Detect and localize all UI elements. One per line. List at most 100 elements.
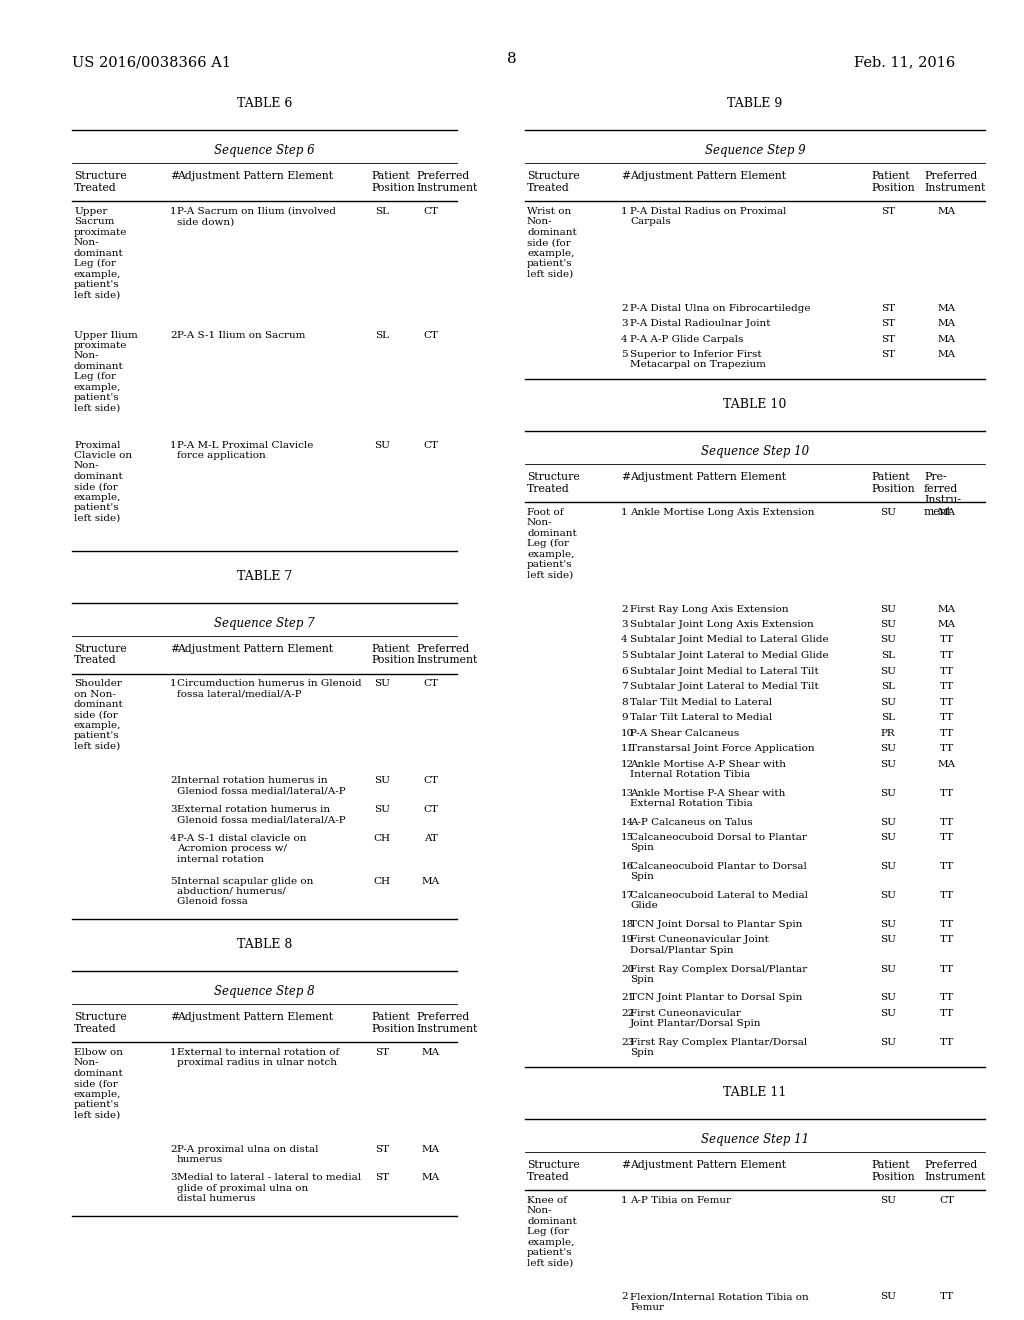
Text: 18: 18 <box>621 920 634 929</box>
Text: MA: MA <box>938 207 956 216</box>
Text: MA: MA <box>938 620 956 630</box>
Text: 2: 2 <box>170 330 176 339</box>
Text: 1: 1 <box>170 680 176 689</box>
Text: TT: TT <box>940 651 954 660</box>
Text: #: # <box>621 1160 630 1170</box>
Text: Elbow on
Non-
dominant
side (for
example,
patient's
left side): Elbow on Non- dominant side (for example… <box>74 1048 124 1119</box>
Text: Preferred
Instrument: Preferred Instrument <box>416 172 477 193</box>
Text: MA: MA <box>938 759 956 768</box>
Text: Superior to Inferior First
Metacarpal on Trapezium: Superior to Inferior First Metacarpal on… <box>630 350 766 370</box>
Text: MA: MA <box>422 876 440 886</box>
Text: 22: 22 <box>621 1008 634 1018</box>
Text: Subtalar Joint Lateral to Medial Glide: Subtalar Joint Lateral to Medial Glide <box>630 651 828 660</box>
Text: Sequence Step 10: Sequence Step 10 <box>701 445 809 458</box>
Text: Structure
Treated: Structure Treated <box>527 172 580 193</box>
Text: US 2016/0038366 A1: US 2016/0038366 A1 <box>72 55 231 69</box>
Text: Adjustment Pattern Element: Adjustment Pattern Element <box>630 1160 786 1170</box>
Text: SU: SU <box>880 1038 896 1047</box>
Text: First Ray Complex Plantar/Dorsal
Spin: First Ray Complex Plantar/Dorsal Spin <box>630 1038 807 1057</box>
Text: 4: 4 <box>170 834 176 843</box>
Text: TCN Joint Dorsal to Plantar Spin: TCN Joint Dorsal to Plantar Spin <box>630 920 803 929</box>
Text: CH: CH <box>374 834 390 843</box>
Text: #: # <box>621 172 630 181</box>
Text: P-A S-1 distal clavicle on
Acromion process w/
internal rotation: P-A S-1 distal clavicle on Acromion proc… <box>177 834 306 863</box>
Text: SU: SU <box>880 862 896 871</box>
Text: ST: ST <box>375 1144 389 1154</box>
Text: Patient
Position: Patient Position <box>371 1012 415 1034</box>
Text: Adjustment Pattern Element: Adjustment Pattern Element <box>177 644 333 653</box>
Text: 21: 21 <box>621 994 634 1002</box>
Text: 10: 10 <box>621 729 634 738</box>
Text: Ankle Mortise Long Axis Extension: Ankle Mortise Long Axis Extension <box>630 508 814 517</box>
Text: Subtalar Joint Long Axis Extension: Subtalar Joint Long Axis Extension <box>630 620 814 630</box>
Text: SU: SU <box>880 620 896 630</box>
Text: 11: 11 <box>621 744 634 752</box>
Text: Structure
Treated: Structure Treated <box>74 1012 127 1034</box>
Text: 9: 9 <box>621 713 628 722</box>
Text: 5: 5 <box>170 876 176 886</box>
Text: 5: 5 <box>621 651 628 660</box>
Text: Internal scapular glide on
abduction/ humerus/
Glenoid fossa: Internal scapular glide on abduction/ hu… <box>177 876 313 907</box>
Text: Patient
Position: Patient Position <box>871 172 914 193</box>
Text: SL: SL <box>881 682 895 690</box>
Text: 7: 7 <box>621 682 628 690</box>
Text: 4: 4 <box>621 635 628 644</box>
Text: Medial to lateral - lateral to medial
glide of proximal ulna on
distal humerus: Medial to lateral - lateral to medial gl… <box>177 1173 361 1204</box>
Text: TT: TT <box>940 729 954 738</box>
Text: ST: ST <box>881 304 895 313</box>
Text: SU: SU <box>880 920 896 929</box>
Text: SL: SL <box>881 713 895 722</box>
Text: TT: TT <box>940 1038 954 1047</box>
Text: MA: MA <box>422 1144 440 1154</box>
Text: Structure
Treated: Structure Treated <box>527 473 580 494</box>
Text: SU: SU <box>880 817 896 826</box>
Text: Feb. 11, 2016: Feb. 11, 2016 <box>854 55 955 69</box>
Text: MA: MA <box>422 1173 440 1183</box>
Text: SU: SU <box>880 667 896 676</box>
Text: TT: TT <box>940 744 954 752</box>
Text: A-P Tibia on Femur: A-P Tibia on Femur <box>630 1196 731 1205</box>
Text: Foot of
Non-
dominant
Leg (for
example,
patient's
left side): Foot of Non- dominant Leg (for example, … <box>527 508 577 579</box>
Text: 15: 15 <box>621 833 634 842</box>
Text: SU: SU <box>880 605 896 614</box>
Text: 1: 1 <box>621 207 628 216</box>
Text: CT: CT <box>424 207 438 216</box>
Text: TT: TT <box>940 682 954 690</box>
Text: CT: CT <box>424 330 438 339</box>
Text: Patient
Position: Patient Position <box>371 644 415 665</box>
Text: 19: 19 <box>621 936 634 945</box>
Text: Sequence Step 6: Sequence Step 6 <box>214 144 314 157</box>
Text: 1: 1 <box>621 508 628 517</box>
Text: SU: SU <box>374 680 390 689</box>
Text: TABLE 6: TABLE 6 <box>237 96 292 110</box>
Text: Sequence Step 9: Sequence Step 9 <box>705 144 805 157</box>
Text: Calcaneocuboid Plantar to Dorsal
Spin: Calcaneocuboid Plantar to Dorsal Spin <box>630 862 807 882</box>
Text: TT: TT <box>940 936 954 945</box>
Text: Adjustment Pattern Element: Adjustment Pattern Element <box>177 172 333 181</box>
Text: 23: 23 <box>621 1038 634 1047</box>
Text: 4: 4 <box>621 334 628 343</box>
Text: Proximal
Clavicle on
Non-
dominant
side (for
example,
patient's
left side): Proximal Clavicle on Non- dominant side … <box>74 441 132 523</box>
Text: ST: ST <box>881 334 895 343</box>
Text: TABLE 10: TABLE 10 <box>723 399 786 411</box>
Text: SU: SU <box>880 744 896 752</box>
Text: Adjustment Pattern Element: Adjustment Pattern Element <box>630 172 786 181</box>
Text: First Cuneonavicular
Joint Plantar/Dorsal Spin: First Cuneonavicular Joint Plantar/Dorsa… <box>630 1008 762 1028</box>
Text: TT: TT <box>940 713 954 722</box>
Text: TT: TT <box>940 667 954 676</box>
Text: PR: PR <box>881 729 895 738</box>
Text: Patient
Position: Patient Position <box>871 1160 914 1181</box>
Text: 1: 1 <box>170 207 176 216</box>
Text: Calcaneocuboid Lateral to Medial
Glide: Calcaneocuboid Lateral to Medial Glide <box>630 891 808 911</box>
Text: TT: TT <box>940 994 954 1002</box>
Text: CT: CT <box>424 805 438 814</box>
Text: P-A Sacrum on Ilium (involved
side down): P-A Sacrum on Ilium (involved side down) <box>177 207 336 227</box>
Text: ST: ST <box>375 1173 389 1183</box>
Text: Wrist on
Non-
dominant
side (for
example,
patient's
left side): Wrist on Non- dominant side (for example… <box>527 207 577 279</box>
Text: TT: TT <box>940 965 954 974</box>
Text: SL: SL <box>881 651 895 660</box>
Text: 1: 1 <box>170 1048 176 1057</box>
Text: Upper Ilium
proximate
Non-
dominant
Leg (for
example,
patient's
left side): Upper Ilium proximate Non- dominant Leg … <box>74 330 138 412</box>
Text: MA: MA <box>938 605 956 614</box>
Text: Subtalar Joint Medial to Lateral Tilt: Subtalar Joint Medial to Lateral Tilt <box>630 667 819 676</box>
